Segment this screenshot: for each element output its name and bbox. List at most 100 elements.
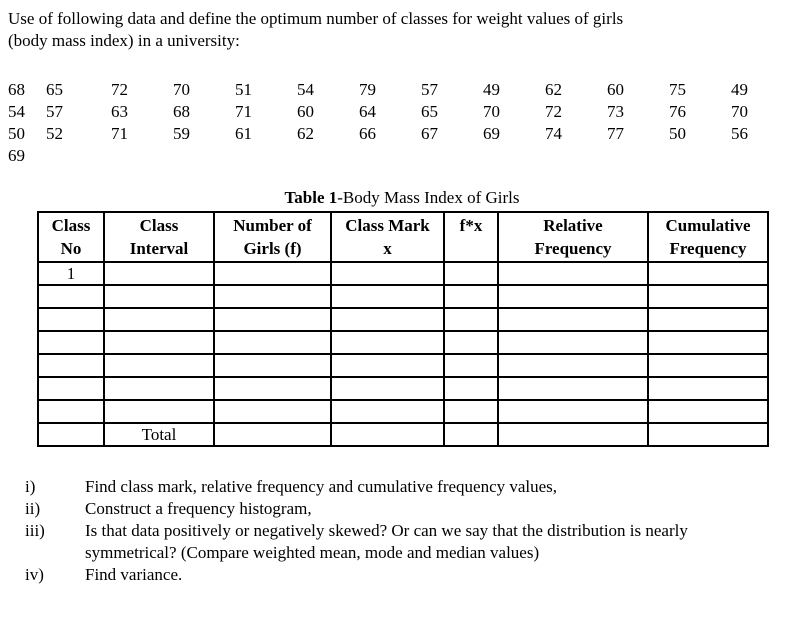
table-cell xyxy=(443,307,499,332)
raw-data-value: 67 xyxy=(421,124,438,143)
document-page: Use of following data and define the opt… xyxy=(0,8,807,644)
table-cell xyxy=(497,399,649,424)
intro-paragraph: Use of following data and define the opt… xyxy=(8,8,807,52)
question-label: i) xyxy=(25,477,36,496)
table-cell xyxy=(647,399,769,424)
column-header-line2: No xyxy=(60,239,82,258)
column-header-line2: Girls (f) xyxy=(243,239,302,258)
intro-line-2: (body mass index) in a university: xyxy=(8,31,240,50)
table-caption-label: Table 1 xyxy=(284,188,338,207)
raw-data-value: 62 xyxy=(545,80,562,99)
column-header: Class Interval xyxy=(103,211,215,263)
questions-list: i) Find class mark, relative frequency an… xyxy=(0,476,807,586)
raw-data-value: 57 xyxy=(46,102,63,121)
table-caption: Table 1-Body Mass Index of Girls xyxy=(37,187,767,209)
table-row-total: Total xyxy=(37,422,769,447)
raw-data-value: 63 xyxy=(111,102,128,121)
raw-data-value: 54 xyxy=(297,80,314,99)
table-cell xyxy=(330,353,445,378)
table-cell xyxy=(37,307,105,332)
question-label: iii) xyxy=(25,521,45,540)
raw-data-value: 60 xyxy=(297,102,314,121)
bmi-table: Class No Class Interval Number of Girls (f) Cl… xyxy=(37,211,769,447)
table-cell xyxy=(330,376,445,401)
column-header-line1: Cumulative xyxy=(665,216,751,235)
question-item: iv) Find variance. xyxy=(25,564,807,586)
table-cell xyxy=(443,422,499,447)
raw-data-value: 66 xyxy=(359,124,376,143)
raw-data-value: 72 xyxy=(545,102,562,121)
raw-data-value: 59 xyxy=(173,124,190,143)
raw-data-value: 69 xyxy=(483,124,500,143)
column-header-line1: Class Mark xyxy=(345,216,430,235)
table-row xyxy=(37,353,769,378)
table-cell xyxy=(647,307,769,332)
table-cell xyxy=(497,353,649,378)
table-row xyxy=(37,284,769,309)
table-cell xyxy=(103,284,215,309)
raw-data-value: 52 xyxy=(46,124,63,143)
table-row xyxy=(37,399,769,424)
table-row xyxy=(37,330,769,355)
raw-data-value: 70 xyxy=(731,102,748,121)
column-header: Relative Frequency xyxy=(497,211,649,263)
table-cell xyxy=(330,422,445,447)
table-cell: Total xyxy=(103,422,215,447)
raw-data-value: 49 xyxy=(731,80,748,99)
raw-data-value: 50 xyxy=(669,124,686,143)
table-cell xyxy=(443,376,499,401)
table-cell xyxy=(497,261,649,286)
table-cell xyxy=(213,399,332,424)
table-cell xyxy=(443,330,499,355)
table-cell xyxy=(497,376,649,401)
raw-data-row: 68 65 72 70 51 54 79 57 49 62 60 75 49 xyxy=(8,79,807,101)
raw-data-value: 77 xyxy=(607,124,624,143)
raw-data-row: 54 57 63 68 71 60 64 65 70 72 73 76 70 xyxy=(8,101,807,123)
raw-data-value: 70 xyxy=(173,80,190,99)
bmi-table-head: Class No Class Interval Number of Girls (f) Cl… xyxy=(37,211,769,263)
table-cell xyxy=(37,284,105,309)
table-cell xyxy=(443,399,499,424)
raw-data-value: 65 xyxy=(46,80,63,99)
question-item: i) Find class mark, relative frequency an… xyxy=(25,476,807,498)
table-cell xyxy=(37,422,105,447)
table-cell xyxy=(647,284,769,309)
column-header-line2: Frequency xyxy=(534,239,612,258)
table-cell xyxy=(330,284,445,309)
table-cell xyxy=(103,307,215,332)
raw-data-row: 69 xyxy=(8,145,807,167)
table-cell xyxy=(330,399,445,424)
table-row xyxy=(37,376,769,401)
raw-data-value: 56 xyxy=(731,124,748,143)
table-cell xyxy=(103,353,215,378)
table-caption-title: -Body Mass Index of Girls xyxy=(337,188,520,207)
column-header-line1: Number of xyxy=(233,216,312,235)
question-item: ii) Construct a frequency histogram, xyxy=(25,498,807,520)
raw-data-value: 49 xyxy=(483,80,500,99)
table-cell xyxy=(37,399,105,424)
bmi-table-body: 1 Total xyxy=(37,261,769,447)
table-cell xyxy=(37,330,105,355)
question-text: Find class mark, relative frequency and … xyxy=(85,477,558,496)
raw-data-value: 54 xyxy=(8,102,25,121)
column-header: Class Mark x xyxy=(330,211,445,263)
question-item: iii) Is that data positively or negativel… xyxy=(25,520,807,564)
question-label: ii) xyxy=(25,499,41,518)
column-header-line1: f*x xyxy=(459,216,483,235)
table-cell xyxy=(647,261,769,286)
table-cell xyxy=(497,284,649,309)
column-header-line1: Relative xyxy=(543,216,603,235)
table-cell xyxy=(443,261,499,286)
table-row: 1 xyxy=(37,261,769,286)
table-cell xyxy=(213,330,332,355)
raw-data-value: 71 xyxy=(111,124,128,143)
raw-data-value: 62 xyxy=(297,124,314,143)
table-cell xyxy=(647,353,769,378)
table-row xyxy=(37,307,769,332)
table-cell xyxy=(213,261,332,286)
column-header: Class No xyxy=(37,211,105,263)
table-cell xyxy=(330,330,445,355)
column-header-line2: x xyxy=(383,239,392,258)
column-header-line1: Class xyxy=(51,216,91,235)
raw-data-value: 57 xyxy=(421,80,438,99)
